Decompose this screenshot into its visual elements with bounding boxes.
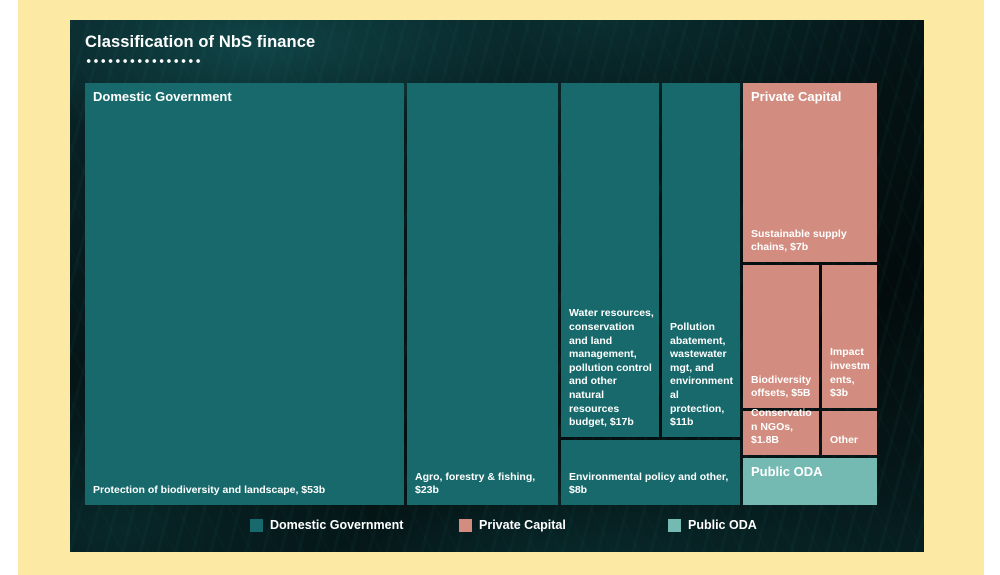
treemap-cell-label: Biodiversity offsets, $5B bbox=[751, 373, 812, 400]
legend-label: Private Capital bbox=[479, 518, 566, 532]
legend-item-private-capital: Private Capital bbox=[459, 514, 566, 536]
treemap-cell-label: Pollution abatement, wastewater mgt, and… bbox=[670, 320, 734, 429]
treemap-cell-label: Impact investments, $3b bbox=[830, 346, 870, 400]
title-dotted-underline bbox=[85, 58, 201, 64]
legend: Domestic Government Private Capital Public… bbox=[70, 514, 924, 540]
legend-swatch-public-oda bbox=[668, 518, 681, 532]
treemap-cell-dg-pollution[interactable]: Pollution abatement, wastewater mgt, and… bbox=[662, 83, 740, 437]
treemap-cell-label: Water resources, conservation and land m… bbox=[569, 307, 654, 429]
treemap-cell-oda[interactable]: Public ODA bbox=[743, 458, 877, 505]
treemap-group-label-public-oda: Public ODA bbox=[751, 464, 823, 479]
legend-label: Public ODA bbox=[688, 518, 757, 532]
legend-item-domestic-government: Domestic Government bbox=[250, 514, 403, 536]
treemap-cell-pc-ngos[interactable]: Conservation NGOs, $1.8B bbox=[743, 407, 819, 455]
treemap-cell-pc-offsets[interactable]: Biodiversity offsets, $5B bbox=[743, 265, 819, 408]
legend-swatch-private-capital bbox=[459, 518, 472, 532]
chart-title: Classification of NbS finance bbox=[85, 33, 316, 51]
treemap-cell-label: Agro, forestry & fishing, $23b bbox=[415, 470, 536, 497]
treemap-cell-label: Environmental policy and other, $8b bbox=[569, 470, 729, 497]
treemap-cell-dg-water[interactable]: Water resources, conservation and land m… bbox=[561, 83, 659, 437]
legend-swatch-domestic-government bbox=[250, 518, 263, 532]
treemap-cell-dg-agro[interactable]: Agro, forestry & fishing, $23b bbox=[407, 83, 558, 505]
treemap-cell-label: Conservation NGOs, $1.8B bbox=[751, 407, 812, 447]
legend-label: Domestic Government bbox=[270, 518, 404, 532]
treemap-cell-pc-supply[interactable]: Private Capital Sustainable supply chains… bbox=[743, 83, 877, 262]
treemap-group-label-private-capital: Private Capital bbox=[751, 89, 842, 104]
chart-panel: Classification of NbS finance Domestic G… bbox=[70, 20, 924, 552]
treemap-cell-dg-biodiversity[interactable]: Domestic Government Protection of biodive… bbox=[85, 83, 404, 505]
treemap-group-label-domestic-government: Domestic Government bbox=[93, 89, 232, 104]
legend-item-public-oda: Public ODA bbox=[668, 514, 757, 536]
treemap-cell-dg-envpolicy[interactable]: Environmental policy and other, $8b bbox=[561, 440, 740, 505]
treemap-cell-pc-other[interactable]: Other bbox=[822, 411, 877, 455]
treemap-cell-label: Protection of biodiversity and landscape… bbox=[93, 484, 326, 497]
treemap-cell-pc-impact[interactable]: Impact investments, $3b bbox=[822, 265, 877, 408]
treemap-cell-label: Other bbox=[830, 434, 859, 447]
treemap-cell-label: Sustainable supply chains, $7b bbox=[751, 227, 847, 254]
treemap: Domestic Government Protection of biodive… bbox=[85, 83, 877, 505]
